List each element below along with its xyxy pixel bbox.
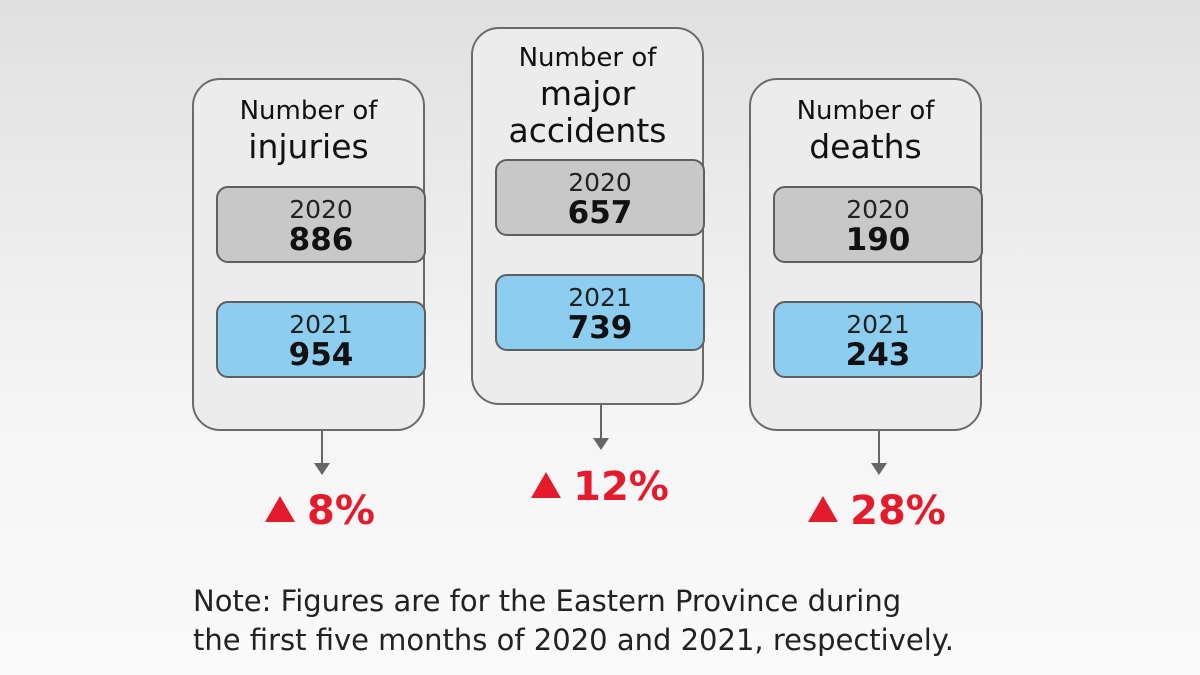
- stat-value: 954: [288, 337, 354, 373]
- stat-box-2021: 2021 243: [773, 301, 983, 378]
- deaths-card-title: Number of deaths: [751, 94, 980, 165]
- stat-year: 2021: [568, 283, 632, 312]
- injuries-card-title: Number of injuries: [194, 94, 423, 165]
- injuries-change: 8%: [200, 489, 440, 533]
- stat-value: 657: [567, 195, 633, 231]
- stat-year: 2021: [289, 310, 353, 339]
- deaths-card: Number of deaths 2020 190 2021 243: [749, 78, 983, 431]
- stat-value: 190: [845, 222, 911, 258]
- footnote-line: the first five months of 2020 and 2021, …: [193, 623, 955, 657]
- down-arrow-icon: [312, 431, 332, 475]
- card-title-prefix: Number of: [239, 96, 378, 126]
- stat-value: 243: [845, 337, 911, 373]
- up-triangle-icon: [531, 472, 562, 498]
- down-arrow-icon: [591, 405, 611, 450]
- stat-year: 2020: [846, 195, 910, 224]
- stat-year: 2021: [846, 310, 910, 339]
- stat-box-2020: 2020 657: [495, 159, 705, 236]
- stat-box-2020: 2020 886: [216, 186, 426, 263]
- stat-value: 739: [567, 310, 633, 346]
- major-accidents-card-title: Number of major accidents: [473, 41, 702, 149]
- card-title-prefix: Number of: [518, 43, 657, 73]
- stat-box-2021: 2021 954: [216, 301, 426, 378]
- card-title-metric: deaths: [809, 127, 922, 166]
- stat-year: 2020: [568, 168, 632, 197]
- stat-box-2021: 2021 739: [495, 274, 705, 351]
- stat-year: 2020: [289, 195, 353, 224]
- stat-box-2020: 2020 190: [773, 186, 983, 263]
- stat-value: 886: [288, 222, 354, 258]
- down-arrow-icon: [869, 431, 889, 475]
- change-value: 8%: [307, 488, 375, 534]
- card-title-metric: accidents: [508, 111, 667, 150]
- major-accidents-card: Number of major accidents 2020 657 2021 …: [471, 27, 705, 405]
- footnote-line: Note: Figures are for the Eastern Provin…: [193, 584, 902, 618]
- change-value: 12%: [573, 464, 669, 510]
- major-accidents-change: 12%: [480, 465, 720, 509]
- card-title-prefix: Number of: [796, 96, 935, 126]
- up-triangle-icon: [265, 496, 296, 522]
- card-title-metric: major: [539, 74, 636, 113]
- change-value: 28%: [850, 488, 946, 534]
- card-title-metric: injuries: [248, 127, 369, 166]
- up-triangle-icon: [808, 496, 839, 522]
- deaths-change: 28%: [757, 489, 997, 533]
- injuries-card: Number of injuries 2020 886 2021 954: [192, 78, 426, 431]
- footnote: Note: Figures are for the Eastern Provin…: [193, 582, 1073, 660]
